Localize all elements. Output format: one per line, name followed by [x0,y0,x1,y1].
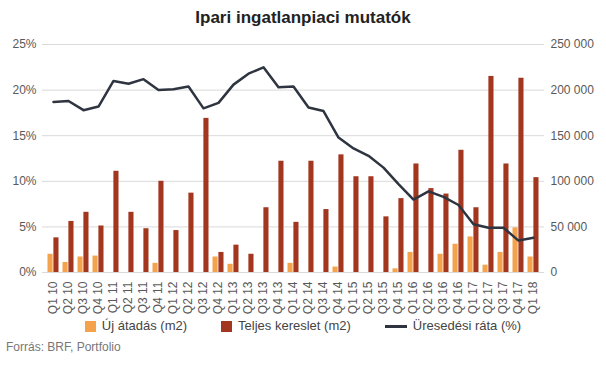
svg-text:Q2 15: Q2 15 [361,281,375,314]
svg-text:Q1 13: Q1 13 [226,281,240,314]
svg-text:5%: 5% [19,220,37,234]
svg-text:Q3 13: Q3 13 [256,281,270,314]
svg-text:Q4 14: Q4 14 [331,281,345,314]
svg-text:Q2 16: Q2 16 [421,281,435,314]
svg-text:Q1 12: Q1 12 [166,281,180,314]
svg-text:Q4 17: Q4 17 [511,281,525,314]
svg-text:Q1 10: Q1 10 [46,281,60,314]
svg-text:Q3 15: Q3 15 [376,281,390,314]
svg-text:Q3 16: Q3 16 [436,281,450,314]
svg-text:Q1 18: Q1 18 [526,281,540,314]
svg-text:200 000: 200 000 [551,83,595,97]
svg-text:Q2 11: Q2 11 [121,281,135,313]
svg-text:Q4 12: Q4 12 [211,281,225,314]
svg-text:Q3 14: Q3 14 [316,281,330,314]
svg-text:Q2 14: Q2 14 [301,281,315,314]
svg-text:Q2 12: Q2 12 [181,281,195,314]
html-text:Új átadás (m2): Új átadás (m2) [101,317,188,333]
svg-text:Q3 17: Q3 17 [496,281,510,314]
svg-text:Q3 10: Q3 10 [76,281,90,314]
svg-text:Q3 12: Q3 12 [196,281,210,314]
svg-text:20%: 20% [12,83,36,97]
html-text:Forrás: BRF, Portfolio: Forrás: BRF, Portfolio [6,340,121,354]
svg-text:Q1 16: Q1 16 [406,281,420,314]
svg-text:100 000: 100 000 [551,174,595,188]
svg-text:Q4 15: Q4 15 [391,281,405,314]
svg-text:Q2 17: Q2 17 [481,281,495,314]
svg-text:Q1 11: Q1 11 [106,281,120,313]
svg-text:Q1 17: Q1 17 [466,281,480,314]
svg-text:Q1 15: Q1 15 [346,281,360,314]
svg-text:Q3 11: Q3 11 [136,281,150,313]
svg-text:250 000: 250 000 [551,37,595,51]
svg-text:0%: 0% [19,265,37,279]
svg-text:15%: 15% [12,129,36,143]
svg-text:Q4 13: Q4 13 [271,281,285,314]
html-text:Ipari ingatlanpiaci mutatók: Ipari ingatlanpiaci mutatók [195,8,411,27]
svg-text:Q4 11: Q4 11 [151,281,165,313]
svg-text:10%: 10% [12,174,36,188]
html-text:Üresedési ráta (%): Üresedési ráta (%) [412,317,522,333]
html-text:Teljes kereslet (m2): Teljes kereslet (m2) [238,317,351,333]
svg-text:0: 0 [551,265,558,279]
svg-text:50 000: 50 000 [551,220,588,234]
svg-text:25%: 25% [12,37,36,51]
svg-text:Q2 10: Q2 10 [61,281,75,314]
svg-text:150 000: 150 000 [551,129,595,143]
svg-text:Q2 13: Q2 13 [241,281,255,314]
svg-text:Q4 16: Q4 16 [451,281,465,314]
svg-text:Q4 10: Q4 10 [91,281,105,314]
svg-text:Q1 14: Q1 14 [286,281,300,314]
